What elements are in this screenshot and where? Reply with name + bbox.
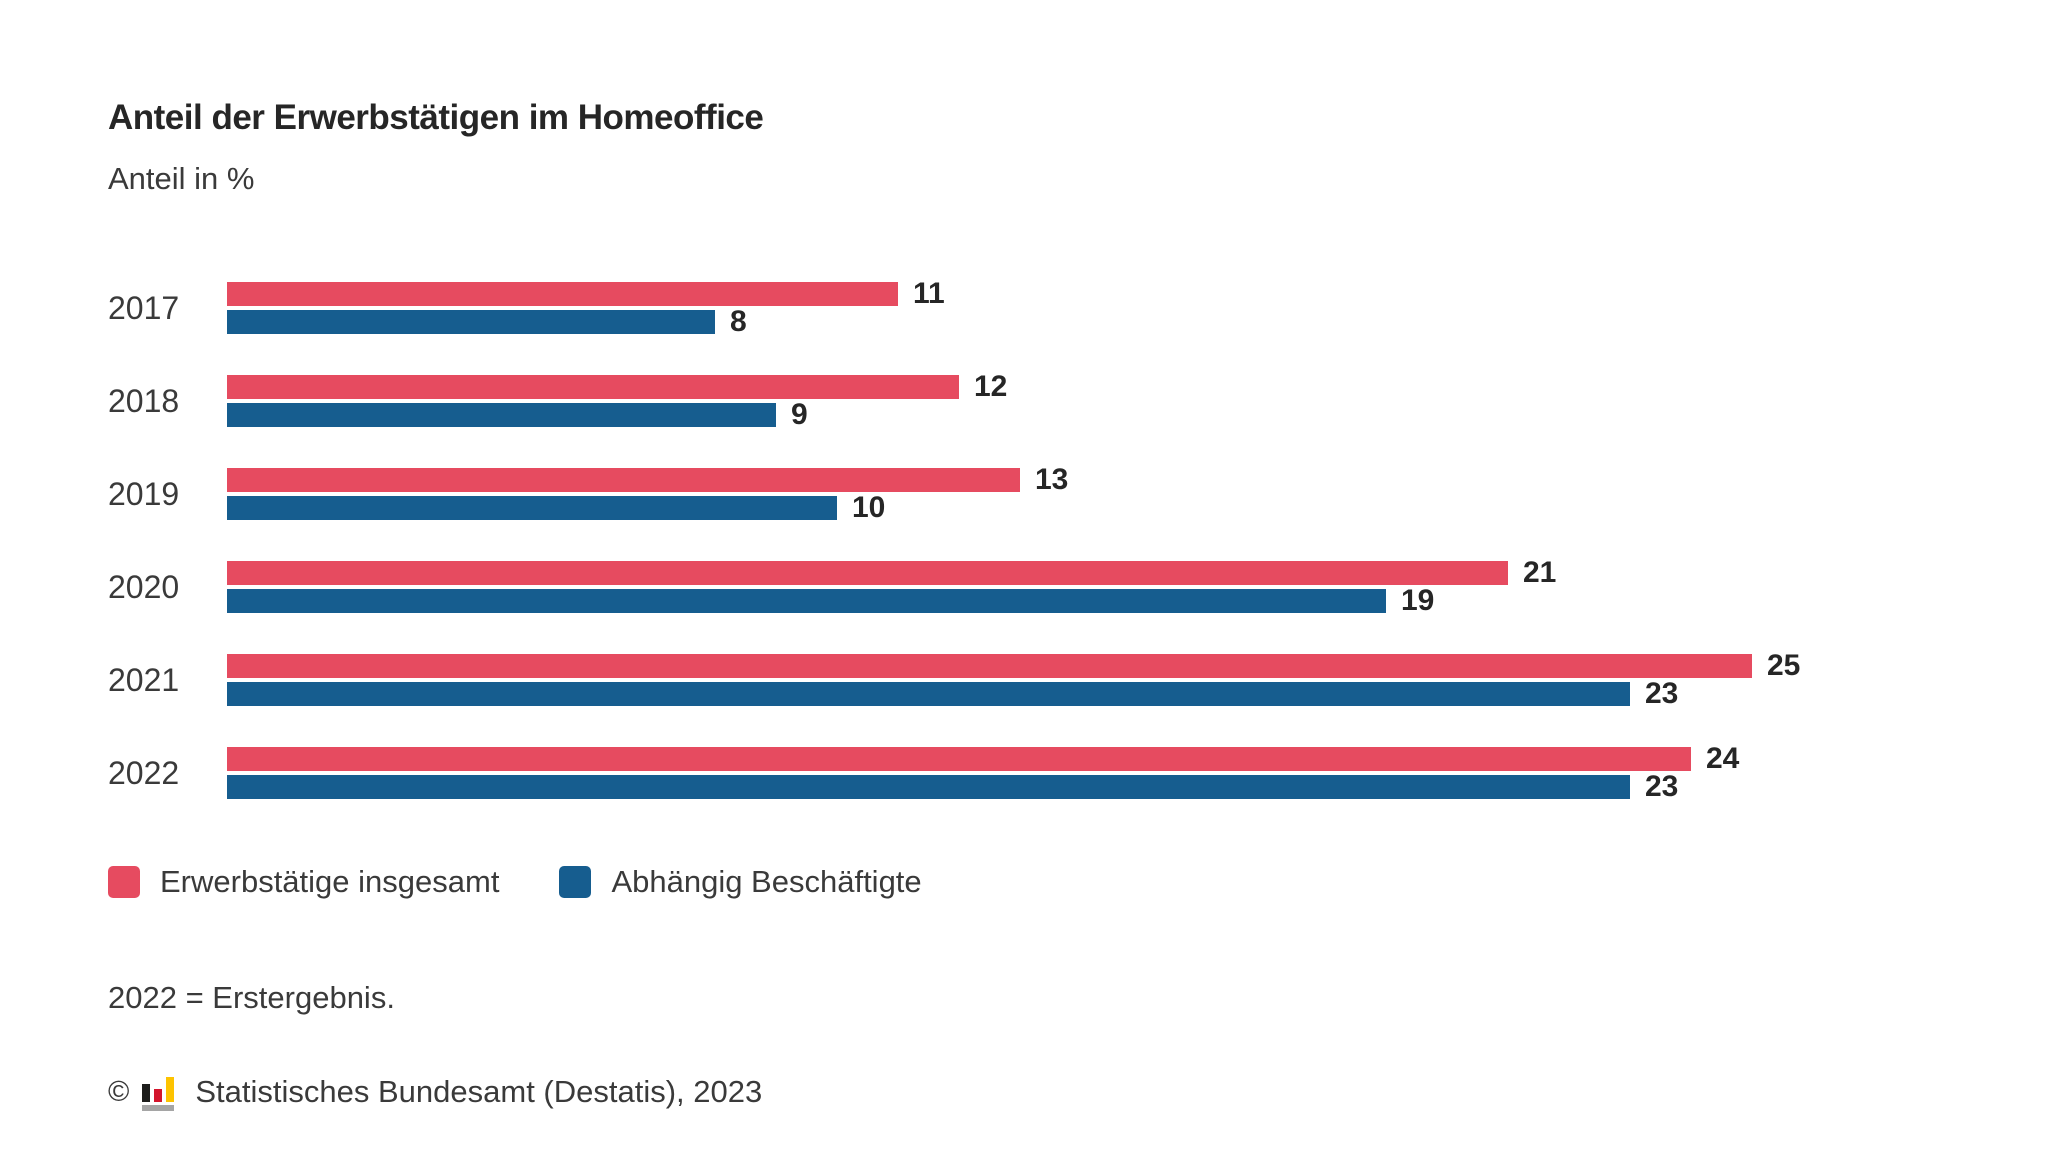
- bar-value-label: 11: [913, 277, 945, 310]
- bar-employees: [227, 310, 715, 334]
- bar-line: 23: [227, 677, 2008, 710]
- bar-value-label: 23: [1645, 770, 1679, 803]
- bar-value-label: 8: [730, 305, 747, 338]
- chart-row-2021: 2021 25 23: [108, 649, 2008, 710]
- bar-total: [227, 747, 1691, 771]
- bar-group: 12 9: [227, 370, 2008, 431]
- bar-group: 24 23: [227, 742, 2008, 803]
- chart-legend: Erwerbstätige insgesamt Abhängig Beschäft…: [108, 864, 922, 900]
- bar-employees: [227, 589, 1386, 613]
- legend-item: Erwerbstätige insgesamt: [108, 864, 499, 900]
- bar-employees: [227, 682, 1630, 706]
- year-label: 2019: [108, 476, 180, 512]
- chart-row-2022: 2022 24 23: [108, 742, 2008, 803]
- bar-line: 25: [227, 649, 2008, 682]
- bar-employees: [227, 403, 776, 427]
- bar-group: 13 10: [227, 463, 2008, 524]
- bar-group: 11 8: [227, 277, 2008, 338]
- bar-line: 24: [227, 742, 2008, 775]
- chart-row-2017: 2017 11 8: [108, 277, 2008, 338]
- legend-label: Erwerbstätige insgesamt: [160, 864, 500, 899]
- bar-employees: [227, 496, 837, 520]
- bar-total: [227, 375, 959, 399]
- bar-total: [227, 654, 1752, 678]
- bar-line: 10: [227, 491, 2008, 524]
- bar-employees: [227, 775, 1630, 799]
- bar-value-label: 23: [1645, 677, 1679, 710]
- bar-total: [227, 561, 1508, 585]
- bar-chart: 2017 11 8 2018 12 9 2019 13 10 2020 21 19 2021 25 23 20…: [108, 277, 2008, 803]
- footnote: 2022 = Erstergebnis.: [108, 980, 395, 1015]
- bar-value-label: 9: [791, 398, 808, 431]
- legend-label: Abhängig Beschäftigte: [611, 864, 922, 899]
- bar-line: 23: [227, 770, 2008, 803]
- year-label: 2021: [108, 662, 180, 698]
- bar-line: 9: [227, 398, 2008, 431]
- chart-subtitle: Anteil in %: [108, 161, 255, 196]
- year-label: 2020: [108, 569, 180, 605]
- chart-row-2020: 2020 21 19: [108, 556, 2008, 617]
- destatis-bar-chart-icon: [142, 1077, 175, 1111]
- legend-swatch: [108, 866, 140, 898]
- bar-value-label: 12: [974, 370, 1008, 403]
- bar-line: 21: [227, 556, 2008, 589]
- bar-total: [227, 468, 1020, 492]
- copyright-symbol: ©: [108, 1075, 130, 1108]
- bar-value-label: 13: [1035, 463, 1069, 496]
- year-label: 2022: [108, 755, 180, 791]
- bar-value-label: 25: [1767, 649, 1801, 682]
- bar-value-label: 19: [1401, 584, 1435, 617]
- bar-line: 19: [227, 584, 2008, 617]
- bar-value-label: 24: [1706, 742, 1740, 775]
- bar-value-label: 21: [1523, 556, 1557, 589]
- year-label: 2017: [108, 290, 180, 326]
- chart-title: Anteil der Erwerbstätigen im Homeoffice: [108, 98, 764, 137]
- bar-line: 13: [227, 463, 2008, 496]
- chart-row-2018: 2018 12 9: [108, 370, 2008, 431]
- bar-line: 12: [227, 370, 2008, 403]
- bar-group: 21 19: [227, 556, 2008, 617]
- bar-value-label: 10: [852, 491, 886, 524]
- copyright-text: Statistisches Bundesamt (Destatis), 2023: [195, 1074, 763, 1109]
- bar-group: 25 23: [227, 649, 2008, 710]
- copyright-line: © Statistisches Bundesamt (Destatis), 20…: [108, 1072, 762, 1112]
- bar-line: 8: [227, 305, 2008, 338]
- legend-item: Abhängig Beschäftigte: [559, 864, 922, 900]
- chart-row-2019: 2019 13 10: [108, 463, 2008, 524]
- bar-line: 11: [227, 277, 2008, 310]
- bar-total: [227, 282, 898, 306]
- legend-swatch: [559, 866, 592, 898]
- year-label: 2018: [108, 383, 180, 419]
